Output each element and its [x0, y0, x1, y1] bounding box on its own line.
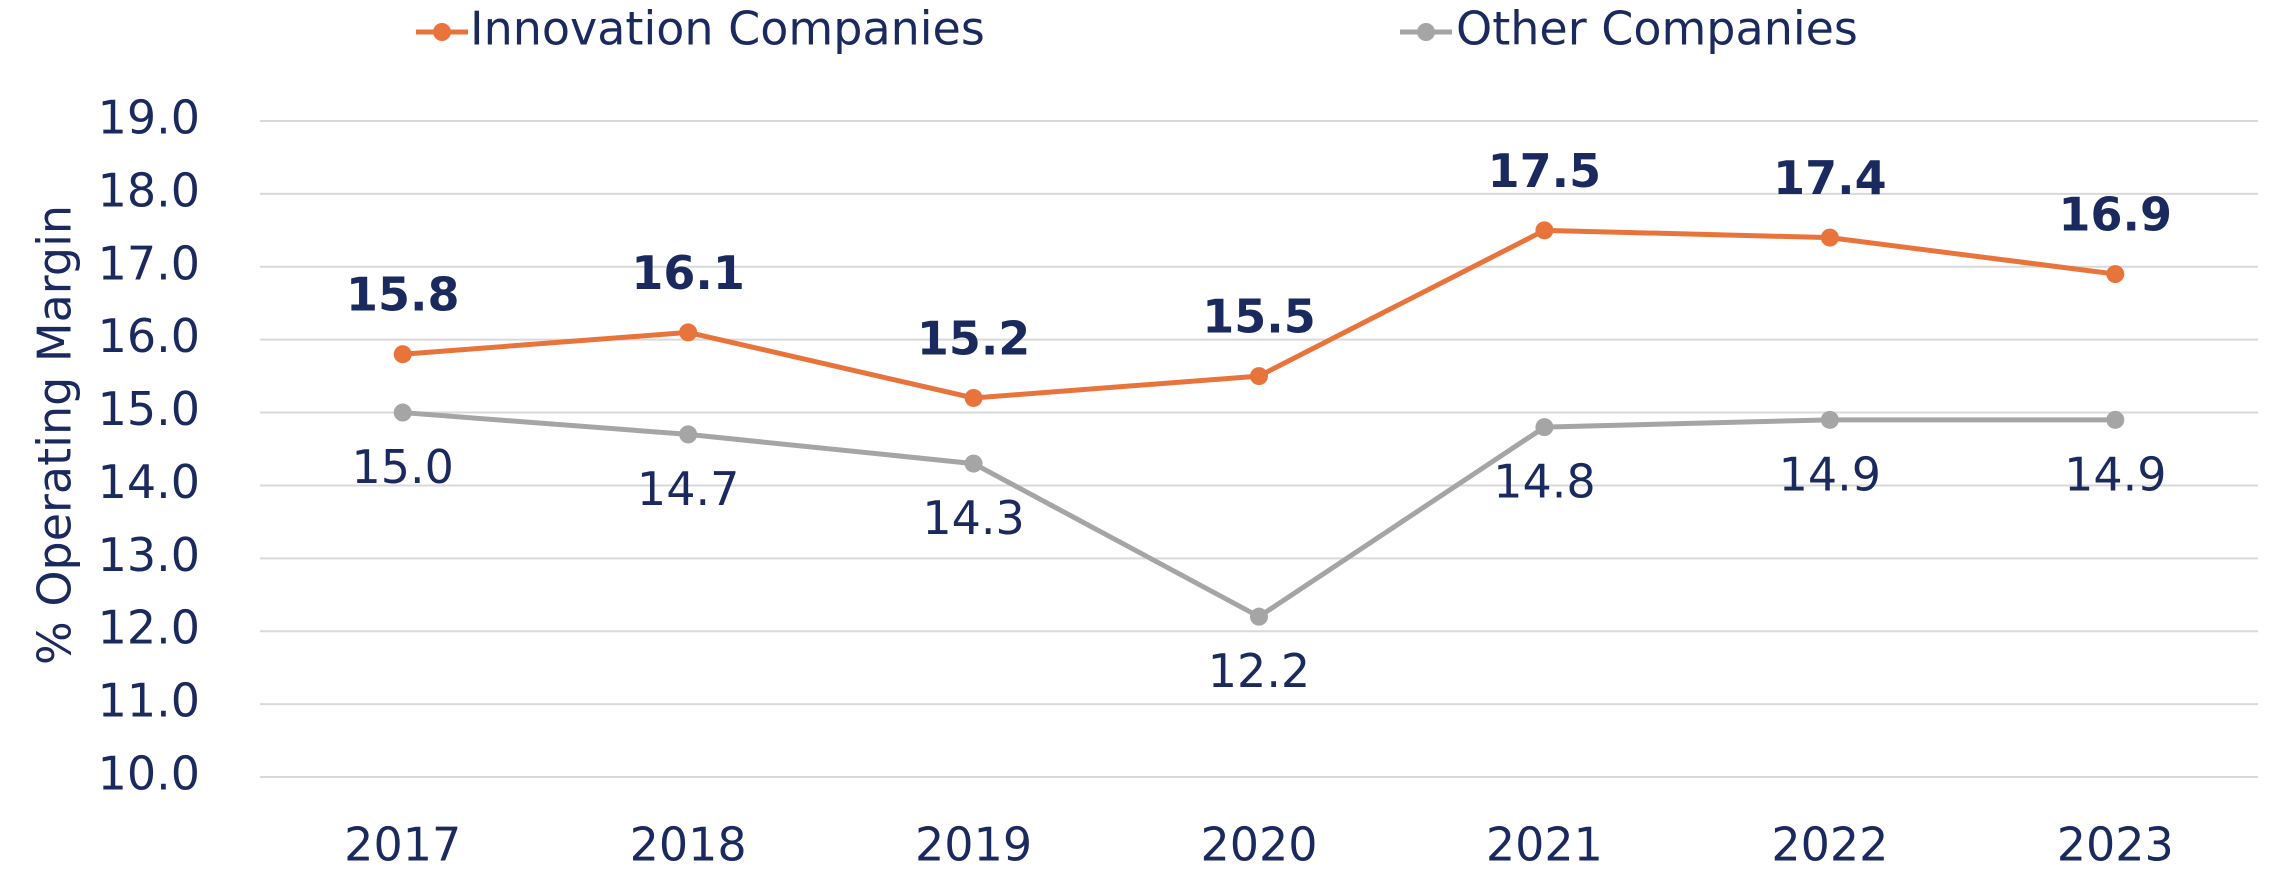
data-point: [1535, 221, 1554, 240]
legend-label: Innovation Companies: [470, 2, 985, 56]
data-label: 16.1: [631, 246, 745, 300]
y-tick-label: 15.0: [98, 382, 200, 436]
data-label: 15.2: [917, 311, 1031, 365]
data-label: 15.8: [346, 268, 460, 322]
data-point: [1820, 228, 1839, 247]
legend-marker: [1417, 23, 1435, 41]
y-tick-label: 13.0: [98, 528, 200, 582]
x-tick-label: 2023: [2057, 818, 2174, 872]
x-tick-label: 2020: [1200, 818, 1317, 872]
data-point: [1820, 410, 1839, 429]
data-point: [1250, 607, 1268, 626]
data-point: [2106, 265, 2125, 284]
y-tick-label: 17.0: [98, 236, 200, 290]
data-label: 14.7: [637, 462, 739, 516]
data-point: [679, 425, 698, 444]
data-label: 16.9: [2059, 188, 2173, 242]
y-tick-label: 12.0: [98, 601, 200, 655]
data-point: [964, 454, 983, 473]
data-label: 12.2: [1208, 644, 1310, 698]
data-label: 14.8: [1493, 455, 1595, 509]
data-label: 15.0: [352, 440, 454, 494]
y-tick-label: 16.0: [98, 309, 200, 363]
legend-label: Other Companies: [1456, 2, 1858, 56]
data-point: [1250, 367, 1268, 386]
y-tick-label: 10.0: [98, 747, 200, 801]
x-tick-label: 2022: [1771, 818, 1888, 872]
legend-marker: [433, 23, 451, 41]
y-tick-label: 18.0: [98, 163, 200, 217]
data-label: 17.5: [1488, 144, 1602, 198]
data-label: 15.5: [1202, 290, 1316, 344]
y-axis-label: % Operating Margin: [28, 205, 82, 665]
x-tick-label: 2019: [915, 818, 1032, 872]
data-point: [679, 323, 698, 342]
data-point: [964, 388, 983, 407]
x-tick-label: 2021: [1486, 818, 1603, 872]
y-tick-label: 14.0: [98, 455, 200, 509]
y-tick-label: 19.0: [98, 91, 200, 145]
data-point: [1535, 418, 1554, 437]
x-tick-label: 2017: [344, 818, 461, 872]
data-point: [393, 345, 412, 364]
x-tick-label: 2018: [630, 818, 747, 872]
data-label: 14.3: [922, 491, 1024, 545]
data-label: 14.9: [1779, 447, 1881, 501]
data-label: 14.9: [2064, 447, 2166, 501]
data-label: 17.4: [1773, 151, 1887, 205]
data-point: [2106, 410, 2125, 429]
y-tick-label: 11.0: [98, 674, 200, 728]
data-point: [393, 403, 412, 422]
